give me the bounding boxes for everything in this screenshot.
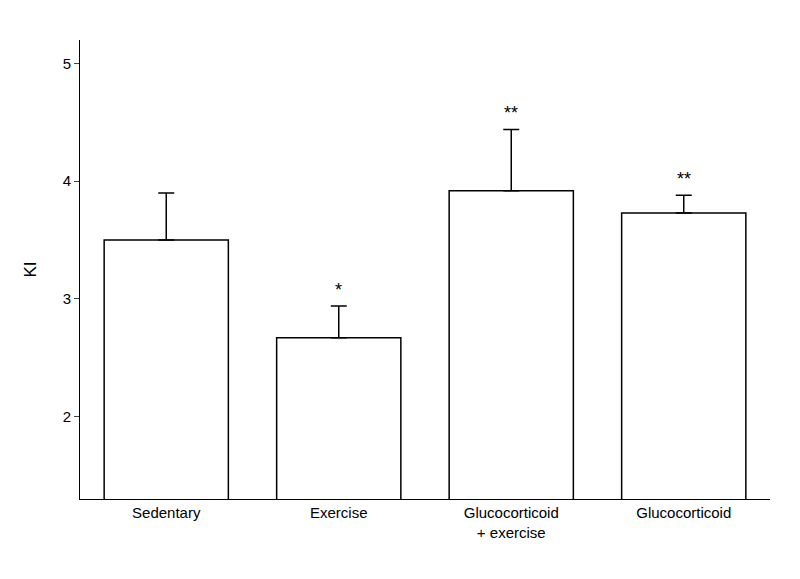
svg-text:Glucocorticoid: Glucocorticoid (636, 504, 731, 521)
svg-text:*: * (335, 280, 342, 300)
svg-text:4: 4 (63, 172, 71, 189)
svg-text:Glucocorticoid+ exercise: Glucocorticoid+ exercise (464, 504, 559, 541)
svg-text:**: ** (677, 169, 691, 189)
svg-text:KI: KI (21, 261, 40, 277)
svg-text:**: ** (504, 103, 518, 123)
svg-text:5: 5 (63, 55, 71, 72)
svg-text:3: 3 (63, 290, 71, 307)
svg-text:2: 2 (63, 408, 71, 425)
svg-text:Exercise: Exercise (310, 504, 368, 521)
svg-text:Sedentary: Sedentary (132, 504, 201, 521)
